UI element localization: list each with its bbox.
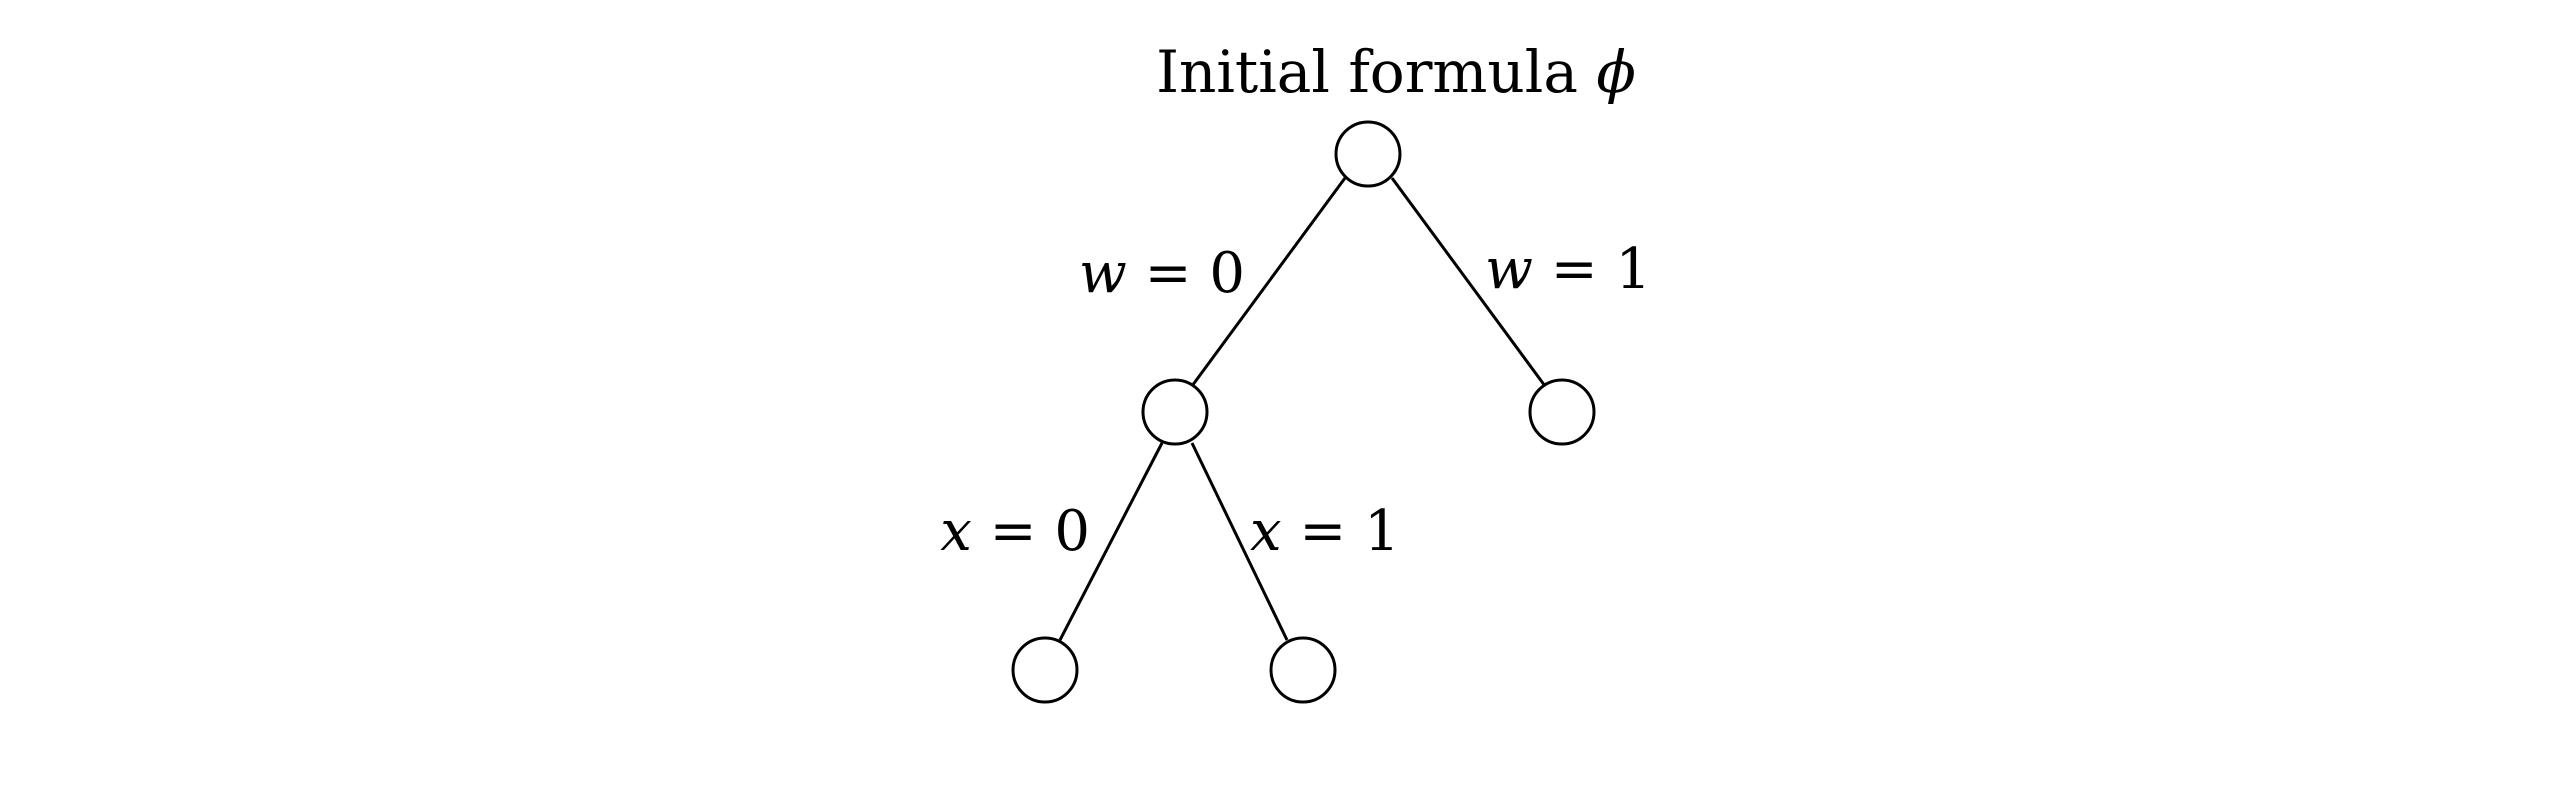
edge-w0-to-x1 [1190,442,1289,641]
edge-root-to-w0 [1190,177,1347,387]
node-w0 [1141,378,1209,446]
diagram-title: Initial formula ϕ [1156,38,1636,106]
node-w0-x1 [1269,636,1337,704]
root-node [1334,120,1402,188]
title-text: Initial formula [1156,38,1596,106]
node-w1 [1528,378,1596,446]
phi-symbol: ϕ [1596,38,1636,106]
edge-label-x-equals-0: x = 0 [940,499,1090,564]
edge-root-to-w1 [1390,177,1547,387]
node-w0-x0 [1011,636,1079,704]
edge-label-w-equals-1: w = 1 [1485,237,1651,302]
edge-label-w-equals-0: w = 0 [1079,241,1245,306]
edge-label-x-equals-1: x = 1 [1250,499,1400,564]
edge-w0-to-x0 [1058,442,1164,641]
